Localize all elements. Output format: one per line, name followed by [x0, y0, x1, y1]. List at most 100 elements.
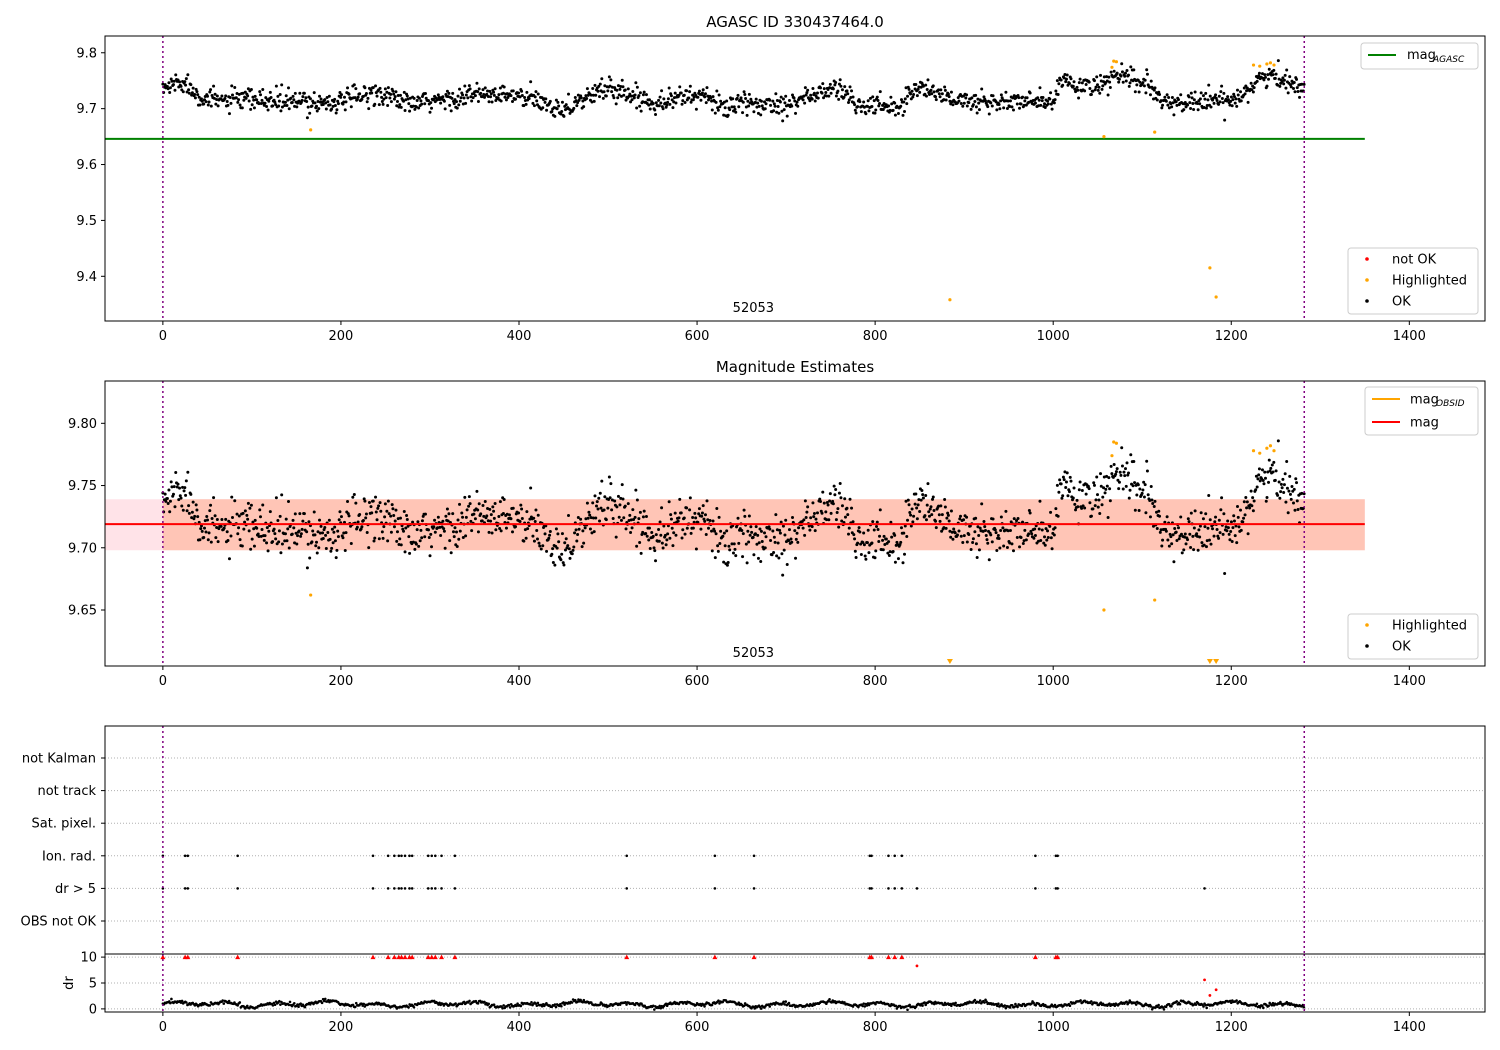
ok-point [365, 100, 369, 104]
ok-point [859, 542, 863, 546]
highlighted-point [1110, 65, 1114, 69]
ok-point [1298, 95, 1302, 99]
ok-point [627, 94, 631, 98]
ok-point [1286, 511, 1290, 515]
ok-point [682, 516, 686, 520]
ok-point [381, 102, 385, 106]
ok-point [377, 103, 381, 107]
ok-point [212, 496, 216, 500]
dr-ok-point [180, 999, 184, 1003]
ok-point [759, 99, 763, 103]
ok-point [978, 526, 982, 530]
ok-point [749, 97, 753, 101]
ok-point [794, 556, 798, 560]
ok-point [377, 537, 381, 541]
ok-point [1228, 103, 1232, 107]
ok-point [1246, 532, 1250, 536]
ok-point [317, 546, 321, 550]
ok-point [593, 83, 597, 87]
highlighted-point [1114, 60, 1119, 64]
ok-point [307, 520, 311, 524]
ok-point [614, 102, 618, 106]
ok-point [428, 554, 432, 558]
x-tick-label: 800 [863, 674, 888, 689]
ok-point [1145, 459, 1149, 463]
ok-point [225, 530, 229, 534]
ok-point [877, 540, 881, 544]
ok-point [741, 532, 745, 536]
ok-point [1267, 458, 1271, 462]
ok-point [893, 560, 897, 564]
flag-point [870, 887, 873, 890]
ok-point [265, 104, 269, 108]
ok-point [423, 512, 427, 516]
dr-ok-point [1178, 1002, 1182, 1006]
ok-point [811, 86, 815, 90]
ok-point [1106, 515, 1110, 519]
ok-point [485, 514, 489, 518]
ok-point [1153, 499, 1157, 503]
ok-point [657, 104, 661, 108]
ok-point [323, 98, 327, 102]
ok-point [940, 513, 944, 517]
ok-point [658, 520, 662, 524]
ok-point [1245, 89, 1249, 93]
ok-point [455, 106, 459, 110]
dr-ok-point [1034, 1003, 1038, 1007]
ok-point [219, 524, 223, 528]
ok-point [582, 105, 586, 109]
ok-point [367, 107, 371, 111]
ok-point [630, 526, 634, 530]
ok-point [1227, 532, 1231, 536]
ok-point [931, 495, 935, 499]
ok-point [1267, 480, 1271, 484]
dr-not-ok-point [1208, 994, 1212, 997]
ok-point [585, 96, 589, 100]
ok-point [943, 505, 947, 509]
ok-point [1241, 520, 1245, 524]
ok-point [951, 537, 955, 541]
highlighted-point [1112, 440, 1116, 444]
ok-point [1176, 526, 1180, 530]
ok-point [386, 86, 390, 90]
ok-point [682, 93, 686, 97]
ok-point [1177, 537, 1181, 541]
ok-point [715, 89, 719, 93]
ok-point [899, 98, 903, 102]
ok-point [893, 533, 897, 537]
ok-point [430, 545, 434, 549]
ok-point [863, 554, 867, 558]
dr-ok-point [1010, 1003, 1014, 1007]
ok-point [1127, 84, 1131, 88]
ok-point [1046, 535, 1050, 539]
ok-point [396, 517, 400, 521]
ok-point [984, 534, 988, 538]
ok-point [514, 97, 518, 101]
ok-point [338, 90, 342, 94]
ok-point [576, 516, 580, 520]
ok-point [318, 94, 322, 98]
ok-point [896, 557, 900, 561]
ok-point [1272, 460, 1276, 464]
ok-point [280, 105, 284, 109]
ok-point [846, 513, 850, 517]
ok-point [335, 548, 339, 552]
ok-point [980, 87, 984, 91]
ok-point [981, 529, 985, 533]
dr-ok-point [710, 1003, 714, 1007]
ok-point [827, 94, 831, 98]
ok-point [889, 95, 893, 99]
ok-point [183, 80, 187, 84]
ok-point [547, 536, 551, 540]
ok-point [1215, 528, 1219, 532]
ok-point [305, 566, 309, 570]
ok-point [448, 103, 452, 107]
ok-point [255, 526, 259, 530]
dr-ok-point [985, 1000, 988, 1004]
flag-point [403, 887, 407, 890]
ok-point [1236, 515, 1240, 519]
ok-point [457, 537, 461, 541]
ok-point [1262, 78, 1266, 82]
ok-point [214, 102, 218, 106]
y-tick-label: 9.65 [68, 603, 97, 618]
